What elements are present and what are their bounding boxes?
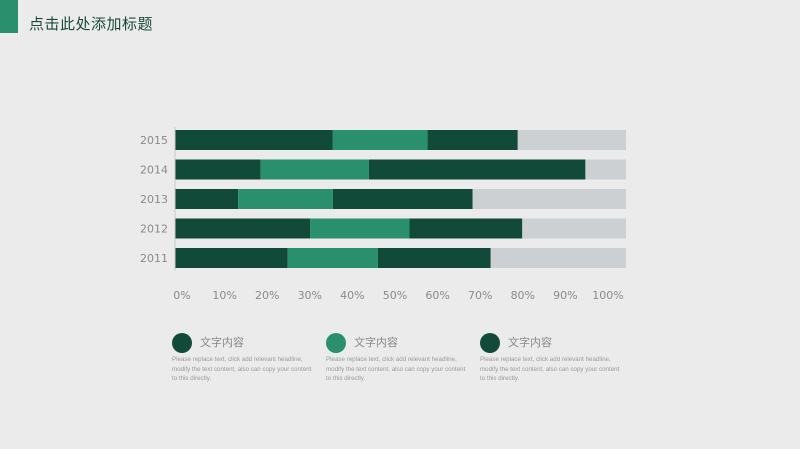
legend-label-3[interactable]: 文字内容 (508, 336, 552, 349)
legend-desc-1[interactable]: Please replace text, click add relevant … (172, 356, 312, 382)
bar-2011-segment-3 (377, 248, 491, 268)
legend-dot-2 (326, 333, 346, 353)
title-accent-block (0, 0, 18, 33)
bar-2015-segment-2 (332, 130, 428, 150)
bar-2015-segment-1 (175, 130, 333, 150)
bar-2012-segment-2 (310, 218, 410, 239)
bar-2012-segment-4 (522, 218, 626, 239)
slide-title[interactable]: 点击此处添加标题 (29, 15, 154, 33)
bar-2011-segment-2 (287, 248, 378, 268)
bar-2012-segment-1 (175, 218, 311, 239)
x-tick-label-9: 90% (553, 289, 577, 302)
legend-desc-3[interactable]: Please replace text, click add relevant … (480, 356, 620, 382)
bar-2015-segment-3 (427, 130, 518, 150)
x-tick-label-7: 70% (468, 289, 492, 302)
legend-dot-1 (172, 333, 192, 353)
x-tick-label-10: 100% (592, 289, 623, 302)
y-tick-label-2013: 2013 (140, 193, 168, 206)
x-tick-label-3: 30% (298, 289, 322, 302)
bar-2014-segment-2 (260, 159, 369, 180)
legend-label-2[interactable]: 文字内容 (354, 336, 398, 349)
x-tick-label-1: 10% (212, 289, 236, 302)
legend-dot-3 (480, 333, 500, 353)
bar-2011-segment-4 (490, 248, 626, 268)
y-tick-label-2012: 2012 (140, 223, 168, 236)
x-tick-label-6: 60% (425, 289, 449, 302)
x-tick-label-5: 50% (383, 289, 407, 302)
bar-2015-segment-4 (517, 130, 626, 150)
x-tick-label-2: 20% (255, 289, 279, 302)
x-tick-label-4: 40% (340, 289, 364, 302)
y-tick-label-2011: 2011 (140, 252, 168, 265)
bar-2013-segment-3 (332, 189, 473, 209)
bar-2013-segment-1 (175, 189, 239, 209)
bar-2012-segment-3 (409, 218, 523, 239)
bar-2013-segment-4 (472, 189, 626, 209)
x-tick-label-0: 0% (173, 289, 190, 302)
bar-2014-segment-3 (368, 159, 586, 180)
bar-2014-segment-1 (175, 159, 261, 180)
legend-desc-2[interactable]: Please replace text, click add relevant … (326, 356, 466, 382)
bar-2013-segment-2 (238, 189, 333, 209)
y-tick-label-2015: 2015 (140, 134, 168, 147)
x-tick-label-8: 80% (511, 289, 535, 302)
bar-2011-segment-1 (175, 248, 288, 268)
y-tick-label-2014: 2014 (140, 164, 168, 177)
bar-2014-segment-4 (585, 159, 626, 180)
legend-label-1[interactable]: 文字内容 (200, 336, 244, 349)
